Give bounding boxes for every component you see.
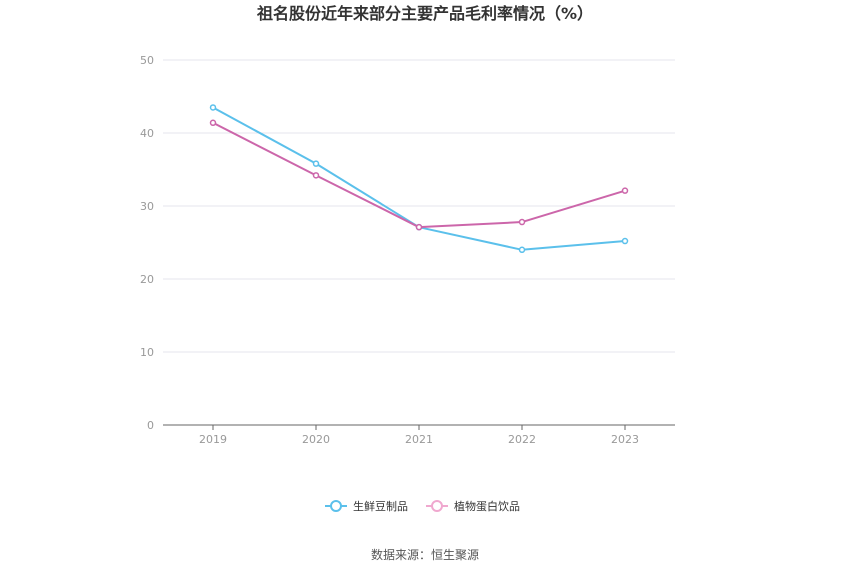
x-tick-label: 2022 [508, 433, 536, 446]
chart-title: 祖名股份近年来部分主要产品毛利率情况（%） [256, 4, 593, 23]
series-group [209, 104, 629, 254]
legend-item[interactable]: 生鲜豆制品 [325, 499, 408, 513]
y-tick-label: 10 [140, 346, 154, 359]
grid-lines [163, 59, 675, 353]
data-point [621, 237, 629, 245]
x-tick-label: 2019 [199, 433, 227, 446]
series-line [212, 121, 626, 229]
y-tick-label: 50 [140, 54, 154, 67]
y-axis-ticks: 0 10 20 30 40 50 [140, 54, 154, 432]
x-tick-label: 2020 [302, 433, 330, 446]
data-point [518, 218, 526, 226]
data-point [415, 223, 423, 231]
legend[interactable]: 生鲜豆制品 植物蛋白饮品 [325, 499, 520, 513]
legend-marker-icon [431, 500, 443, 512]
x-tick-label: 2023 [611, 433, 639, 446]
y-tick-label: 0 [147, 419, 154, 432]
legend-marker-icon [330, 500, 342, 512]
data-point [209, 119, 217, 127]
data-point [312, 172, 320, 179]
x-tick-label: 2021 [405, 433, 433, 446]
legend-item[interactable]: 植物蛋白饮品 [426, 499, 520, 513]
y-tick-label: 20 [140, 273, 154, 286]
data-point [621, 187, 629, 194]
data-point [518, 246, 526, 254]
source-note: 数据来源：恒生聚源 [371, 547, 479, 562]
series-2 [209, 119, 629, 231]
legend-label: 植物蛋白饮品 [454, 499, 520, 513]
data-point [312, 160, 320, 167]
x-axis: 2019 2020 2021 2022 2023 [163, 424, 675, 446]
y-tick-label: 30 [140, 200, 154, 213]
y-tick-label: 40 [140, 127, 154, 140]
data-point [209, 104, 217, 111]
legend-label: 生鲜豆制品 [353, 499, 408, 513]
